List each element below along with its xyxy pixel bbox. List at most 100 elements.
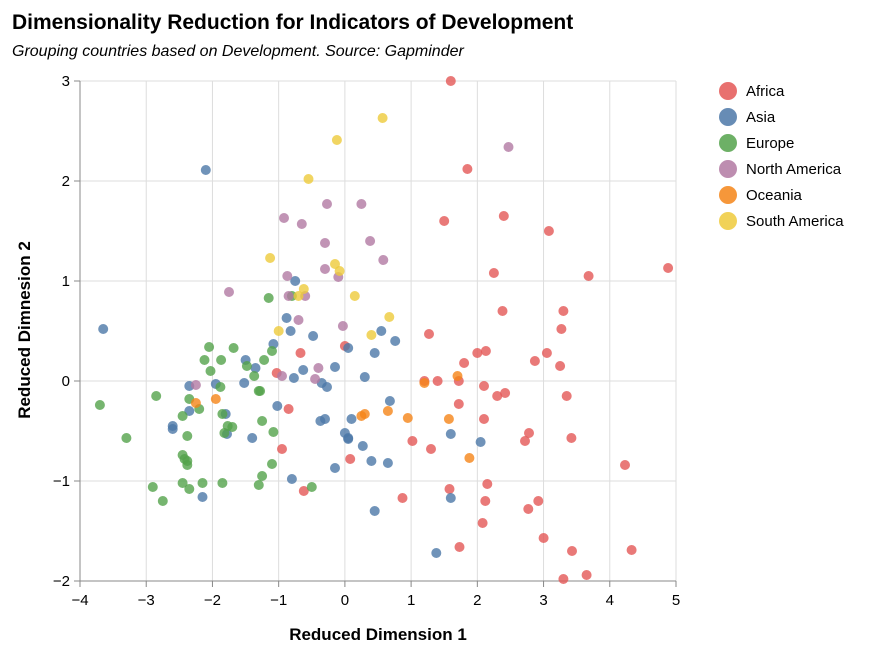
data-point-africa bbox=[477, 518, 488, 528]
data-point-oceania bbox=[210, 394, 221, 404]
legend-swatch bbox=[719, 108, 737, 126]
data-point-asia bbox=[382, 458, 393, 468]
series-north-america bbox=[190, 142, 514, 390]
x-tick-label: 2 bbox=[473, 592, 481, 609]
legend-label: South America bbox=[746, 213, 844, 230]
data-point-oceania bbox=[452, 371, 463, 381]
data-point-africa bbox=[561, 391, 572, 401]
legend-item-africa: Africa bbox=[719, 82, 785, 100]
x-tick-label: 4 bbox=[606, 592, 614, 609]
legend-item-oceania: Oceania bbox=[719, 186, 803, 204]
data-point-africa bbox=[626, 545, 637, 555]
y-tick-label: 0 bbox=[62, 373, 70, 390]
data-point-europe bbox=[197, 478, 208, 488]
data-point-europe bbox=[217, 409, 228, 419]
data-point-africa bbox=[520, 436, 530, 446]
data-point-africa bbox=[567, 546, 577, 556]
x-tick-label: −3 bbox=[138, 592, 155, 609]
data-point-africa bbox=[523, 504, 534, 514]
y-tick-label: 1 bbox=[62, 273, 70, 290]
data-point-europe bbox=[147, 482, 158, 492]
data-point-africa bbox=[663, 263, 674, 273]
data-point-south-america bbox=[384, 312, 395, 322]
data-point-north-america bbox=[277, 371, 287, 381]
data-point-oceania bbox=[443, 414, 454, 424]
data-point-north-america bbox=[313, 363, 324, 373]
legend-swatch bbox=[719, 212, 737, 230]
data-point-asia bbox=[308, 331, 319, 341]
y-tick-label: −1 bbox=[53, 473, 70, 490]
data-point-africa bbox=[479, 414, 489, 424]
legend-swatch bbox=[719, 160, 737, 178]
data-point-south-america bbox=[293, 291, 304, 301]
data-point-africa bbox=[558, 574, 569, 584]
data-point-africa bbox=[424, 329, 434, 339]
data-point-north-america bbox=[190, 380, 201, 390]
data-point-africa bbox=[543, 226, 554, 236]
data-point-africa bbox=[283, 404, 294, 414]
data-point-africa bbox=[492, 391, 503, 401]
legend-label: Africa bbox=[746, 83, 785, 100]
data-point-europe bbox=[179, 454, 190, 464]
data-point-europe bbox=[157, 496, 168, 506]
chart-title: Dimensionality Reduction for Indicators … bbox=[12, 11, 573, 34]
axes: −4 −3 −2 −1 0 1 2 3 4 5 −2 −1 0 1 2 3 bbox=[53, 73, 680, 609]
data-point-africa bbox=[480, 346, 491, 356]
data-point-africa bbox=[277, 444, 287, 454]
data-points bbox=[94, 76, 674, 584]
data-point-south-america bbox=[377, 113, 388, 123]
data-point-asia bbox=[330, 463, 340, 473]
data-point-africa bbox=[397, 493, 408, 503]
legend-swatch bbox=[719, 186, 737, 204]
data-point-oceania bbox=[356, 411, 367, 421]
data-point-asia bbox=[445, 493, 456, 503]
data-point-asia bbox=[369, 506, 380, 516]
legend-label: Europe bbox=[746, 135, 794, 152]
data-point-europe bbox=[268, 427, 279, 437]
series-oceania bbox=[190, 371, 475, 463]
data-point-africa bbox=[529, 356, 540, 366]
x-tick-label: 3 bbox=[539, 592, 547, 609]
data-point-africa bbox=[295, 348, 306, 358]
data-point-north-america bbox=[503, 142, 514, 152]
legend-swatch bbox=[719, 82, 737, 100]
data-point-asia bbox=[197, 492, 208, 502]
data-point-asia bbox=[322, 382, 332, 392]
legend-item-europe: Europe bbox=[719, 134, 794, 152]
data-point-asia bbox=[288, 373, 299, 383]
data-point-asia bbox=[376, 326, 387, 336]
data-point-south-america bbox=[331, 135, 342, 145]
data-point-asia bbox=[445, 429, 456, 439]
x-tick-label: −4 bbox=[71, 592, 88, 609]
data-point-asia bbox=[369, 348, 380, 358]
data-point-africa bbox=[498, 211, 509, 221]
y-tick-label: 2 bbox=[62, 173, 70, 190]
data-point-oceania bbox=[190, 398, 201, 408]
data-point-asia bbox=[247, 433, 258, 443]
data-point-europe bbox=[267, 459, 277, 469]
legend-item-asia: Asia bbox=[719, 108, 776, 126]
legend-label: North America bbox=[746, 161, 842, 178]
x-tick-label: −2 bbox=[204, 592, 221, 609]
data-point-europe bbox=[182, 431, 193, 441]
legend-label: Asia bbox=[746, 109, 776, 126]
data-point-europe bbox=[228, 343, 239, 353]
data-point-europe bbox=[215, 382, 226, 392]
data-point-asia bbox=[343, 434, 354, 444]
data-point-europe bbox=[121, 433, 132, 443]
data-point-south-america bbox=[265, 253, 276, 263]
data-point-africa bbox=[581, 570, 592, 580]
data-point-north-america bbox=[365, 236, 376, 246]
data-point-north-america bbox=[296, 219, 307, 229]
data-point-asia bbox=[359, 372, 370, 382]
data-point-europe bbox=[184, 484, 195, 494]
data-point-africa bbox=[620, 460, 630, 470]
data-point-africa bbox=[566, 433, 577, 443]
data-point-europe bbox=[216, 355, 227, 365]
data-point-europe bbox=[205, 366, 216, 376]
data-point-africa bbox=[500, 388, 511, 398]
data-point-africa bbox=[555, 361, 566, 371]
data-point-north-america bbox=[356, 199, 367, 209]
